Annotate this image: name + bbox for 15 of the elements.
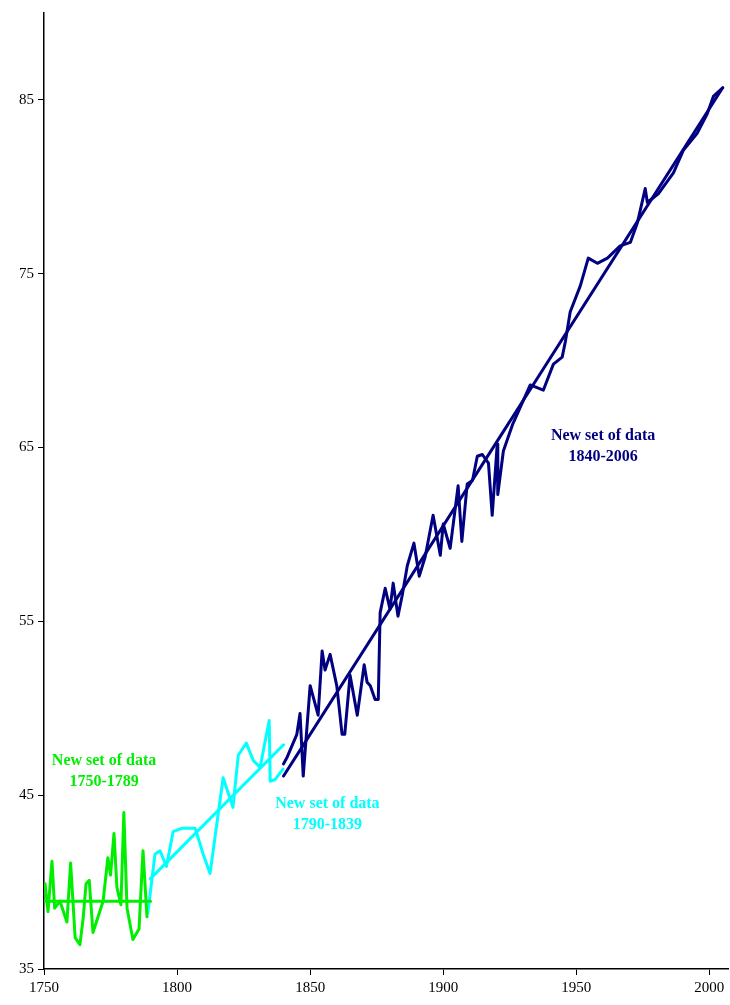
x-tick-label: 1850	[295, 978, 326, 995]
y-tick-label: 75	[19, 264, 34, 281]
text: New set of data 1840-2006	[550, 425, 656, 464]
x-tick-label: 1750	[29, 978, 59, 995]
x-tick-label: 1900	[428, 978, 459, 995]
series-label: New set of data 1790-1839	[275, 793, 380, 832]
y-tick-label: 85	[19, 90, 34, 107]
text: New set of data 1750-1789	[51, 750, 157, 789]
x-tick-label: 1800	[162, 978, 193, 995]
y-tick-label: 45	[19, 786, 34, 803]
x-tick-label: 2000	[694, 978, 725, 995]
y-tick-label: 65	[19, 438, 34, 455]
y-tick-label: 55	[19, 612, 34, 629]
y-tick-label: 35	[19, 959, 34, 976]
x-tick-label: 1950	[561, 978, 592, 995]
